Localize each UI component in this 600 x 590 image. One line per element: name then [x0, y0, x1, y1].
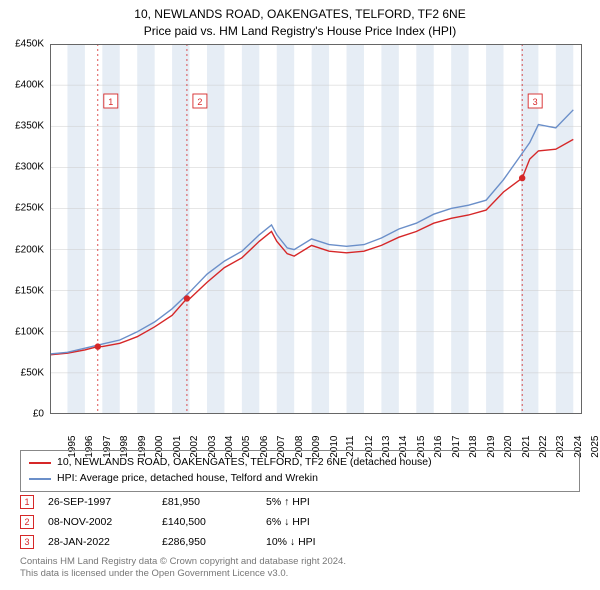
y-tick-label: £150K — [15, 285, 44, 296]
x-tick-label: 2025 — [590, 436, 600, 458]
legend-swatch — [29, 478, 51, 480]
x-axis: 1995199619971998199920002001200220032004… — [50, 416, 582, 446]
event-pct: 5% ↑ HPI — [266, 496, 376, 508]
legend-row: HPI: Average price, detached house, Telf… — [29, 471, 571, 487]
y-tick-label: £400K — [15, 80, 44, 91]
event-marker: 1 — [20, 495, 34, 509]
event-row: 1 26-SEP-1997 £81,950 5% ↑ HPI — [20, 492, 580, 512]
title-block: 10, NEWLANDS ROAD, OAKENGATES, TELFORD, … — [0, 0, 600, 40]
event-date: 26-SEP-1997 — [48, 496, 148, 508]
legend-swatch — [29, 462, 51, 464]
title-line-1: 10, NEWLANDS ROAD, OAKENGATES, TELFORD, … — [0, 6, 600, 23]
legend-row: 10, NEWLANDS ROAD, OAKENGATES, TELFORD, … — [29, 455, 571, 471]
svg-text:2: 2 — [197, 97, 202, 107]
legend-label: HPI: Average price, detached house, Telf… — [57, 471, 318, 487]
event-pct: 6% ↓ HPI — [266, 516, 376, 528]
y-tick-label: £0 — [33, 409, 44, 420]
y-tick-label: £100K — [15, 326, 44, 337]
chart-area: 1 2 3 — [50, 44, 582, 414]
legend: 10, NEWLANDS ROAD, OAKENGATES, TELFORD, … — [20, 450, 580, 492]
event-date: 28-JAN-2022 — [48, 536, 148, 548]
event-pct: 10% ↓ HPI — [266, 536, 376, 548]
event-date: 08-NOV-2002 — [48, 516, 148, 528]
event-price: £286,950 — [162, 536, 252, 548]
events-table: 1 26-SEP-1997 £81,950 5% ↑ HPI 2 08-NOV-2002 £… — [20, 492, 580, 552]
event-row: 3 28-JAN-2022 £286,950 10% ↓ HPI — [20, 532, 580, 552]
chart-container: 10, NEWLANDS ROAD, OAKENGATES, TELFORD, … — [0, 0, 600, 590]
svg-text:3: 3 — [533, 97, 538, 107]
footer: Contains HM Land Registry data © Crown c… — [20, 556, 580, 581]
y-tick-label: £350K — [15, 121, 44, 132]
footer-line-2: This data is licensed under the Open Gov… — [20, 568, 580, 580]
event-price: £81,950 — [162, 496, 252, 508]
event-marker: 3 — [20, 535, 34, 549]
legend-label: 10, NEWLANDS ROAD, OAKENGATES, TELFORD, … — [57, 455, 432, 471]
y-tick-label: £450K — [15, 39, 44, 50]
chart-svg: 1 2 3 — [50, 44, 582, 414]
title-line-2: Price paid vs. HM Land Registry's House … — [0, 23, 600, 40]
y-axis: £0£50K£100K£150K£200K£250K£300K£350K£400… — [0, 44, 48, 414]
y-tick-label: £250K — [15, 203, 44, 214]
event-row: 2 08-NOV-2002 £140,500 6% ↓ HPI — [20, 512, 580, 532]
y-tick-label: £200K — [15, 244, 44, 255]
event-price: £140,500 — [162, 516, 252, 528]
y-tick-label: £300K — [15, 162, 44, 173]
footer-line-1: Contains HM Land Registry data © Crown c… — [20, 556, 580, 568]
svg-text:1: 1 — [108, 97, 113, 107]
event-marker: 2 — [20, 515, 34, 529]
y-tick-label: £50K — [21, 367, 44, 378]
